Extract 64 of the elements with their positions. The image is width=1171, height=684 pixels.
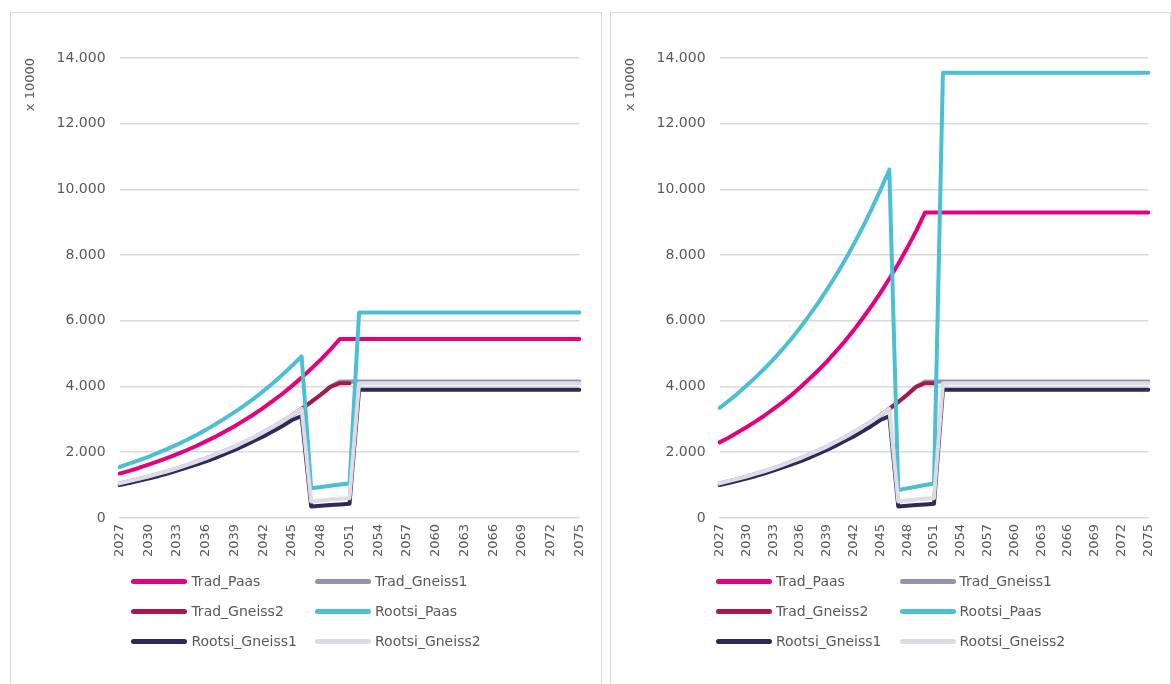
x-tick-label: 2060 [427, 523, 443, 558]
x-tick-label: 2057 [978, 523, 994, 558]
legend-label: Rootsi_Gneiss1 [775, 633, 882, 649]
x-tick-label: 2069 [513, 523, 529, 558]
x-tick-label: 2042 [254, 523, 270, 558]
y-tick-label: 12.000 [56, 114, 106, 131]
x-tick-label: 2075 [1139, 523, 1155, 558]
x-tick-label: 2027 [110, 523, 126, 558]
x-tick-label: 2036 [791, 523, 807, 558]
x-tick-label: 2045 [283, 523, 299, 558]
x-tick-label: 2051 [925, 523, 941, 558]
y-tick-label: 6.000 [65, 311, 106, 328]
y-tick-label: 10.000 [56, 180, 106, 197]
legend-label: Rootsi_Paas [375, 603, 458, 619]
y-tick-label: 4.000 [65, 377, 106, 394]
y-tick-label: 6.000 [665, 311, 706, 328]
legend-label: Rootsi_Gneiss1 [191, 633, 297, 649]
y-tick-label: 2.000 [665, 442, 706, 459]
legend-label: Trad_Gneiss1 [375, 573, 468, 589]
x-tick-label: 2033 [168, 523, 184, 558]
y-tick-label: 0 [696, 508, 706, 525]
legend-label: Rootsi_Gneiss2 [959, 633, 1066, 649]
y-tick-label: 8.000 [665, 245, 706, 262]
x-tick-label: 2042 [844, 523, 860, 558]
x-tick-label: 2066 [1059, 523, 1075, 558]
y-tick-label: 10.000 [656, 180, 706, 197]
y-axis-title: x 10000 [22, 58, 38, 112]
x-tick-label: 2060 [1005, 523, 1021, 558]
legend-label: Trad_Gneiss1 [959, 573, 1052, 589]
legend-label: Trad_Gneiss2 [775, 603, 869, 619]
x-tick-label: 2030 [737, 523, 753, 558]
x-tick-label: 2072 [542, 523, 558, 558]
y-tick-label: 0 [96, 508, 106, 525]
x-tick-label: 2054 [952, 523, 968, 558]
x-tick-label: 2069 [1086, 523, 1102, 558]
x-tick-label: 2072 [1112, 523, 1128, 558]
legend-label: Trad_Paas [191, 573, 261, 589]
y-tick-label: 14.000 [56, 48, 106, 65]
y-tick-label: 2.000 [65, 442, 106, 459]
y-tick-label: 12.000 [656, 114, 706, 131]
x-tick-label: 2033 [764, 523, 780, 558]
x-tick-label: 2027 [710, 523, 726, 558]
x-tick-label: 2057 [398, 523, 414, 558]
y-tick-label: 14.000 [656, 48, 706, 65]
x-tick-label: 2045 [871, 523, 887, 558]
x-tick-label: 2063 [455, 523, 471, 558]
legend-label: Rootsi_Paas [959, 603, 1042, 619]
x-tick-label: 2066 [484, 523, 500, 558]
x-tick-label: 2051 [340, 523, 356, 558]
legend-label: Rootsi_Gneiss2 [375, 633, 481, 649]
x-tick-label: 2030 [139, 523, 155, 558]
y-tick-label: 4.000 [665, 377, 706, 394]
x-tick-label: 2039 [225, 523, 241, 558]
x-tick-label: 2048 [898, 523, 914, 558]
legend-label: Trad_Paas [775, 573, 845, 589]
x-tick-label: 2063 [1032, 523, 1048, 558]
x-tick-label: 2036 [197, 523, 213, 558]
x-tick-label: 2039 [818, 523, 834, 558]
x-tick-label: 2054 [369, 523, 385, 558]
x-tick-label: 2075 [570, 523, 586, 558]
y-tick-label: 8.000 [65, 245, 106, 262]
legend-label: Trad_Gneiss2 [191, 603, 284, 619]
y-axis-title: x 10000 [622, 58, 638, 112]
x-tick-label: 2048 [312, 523, 328, 558]
